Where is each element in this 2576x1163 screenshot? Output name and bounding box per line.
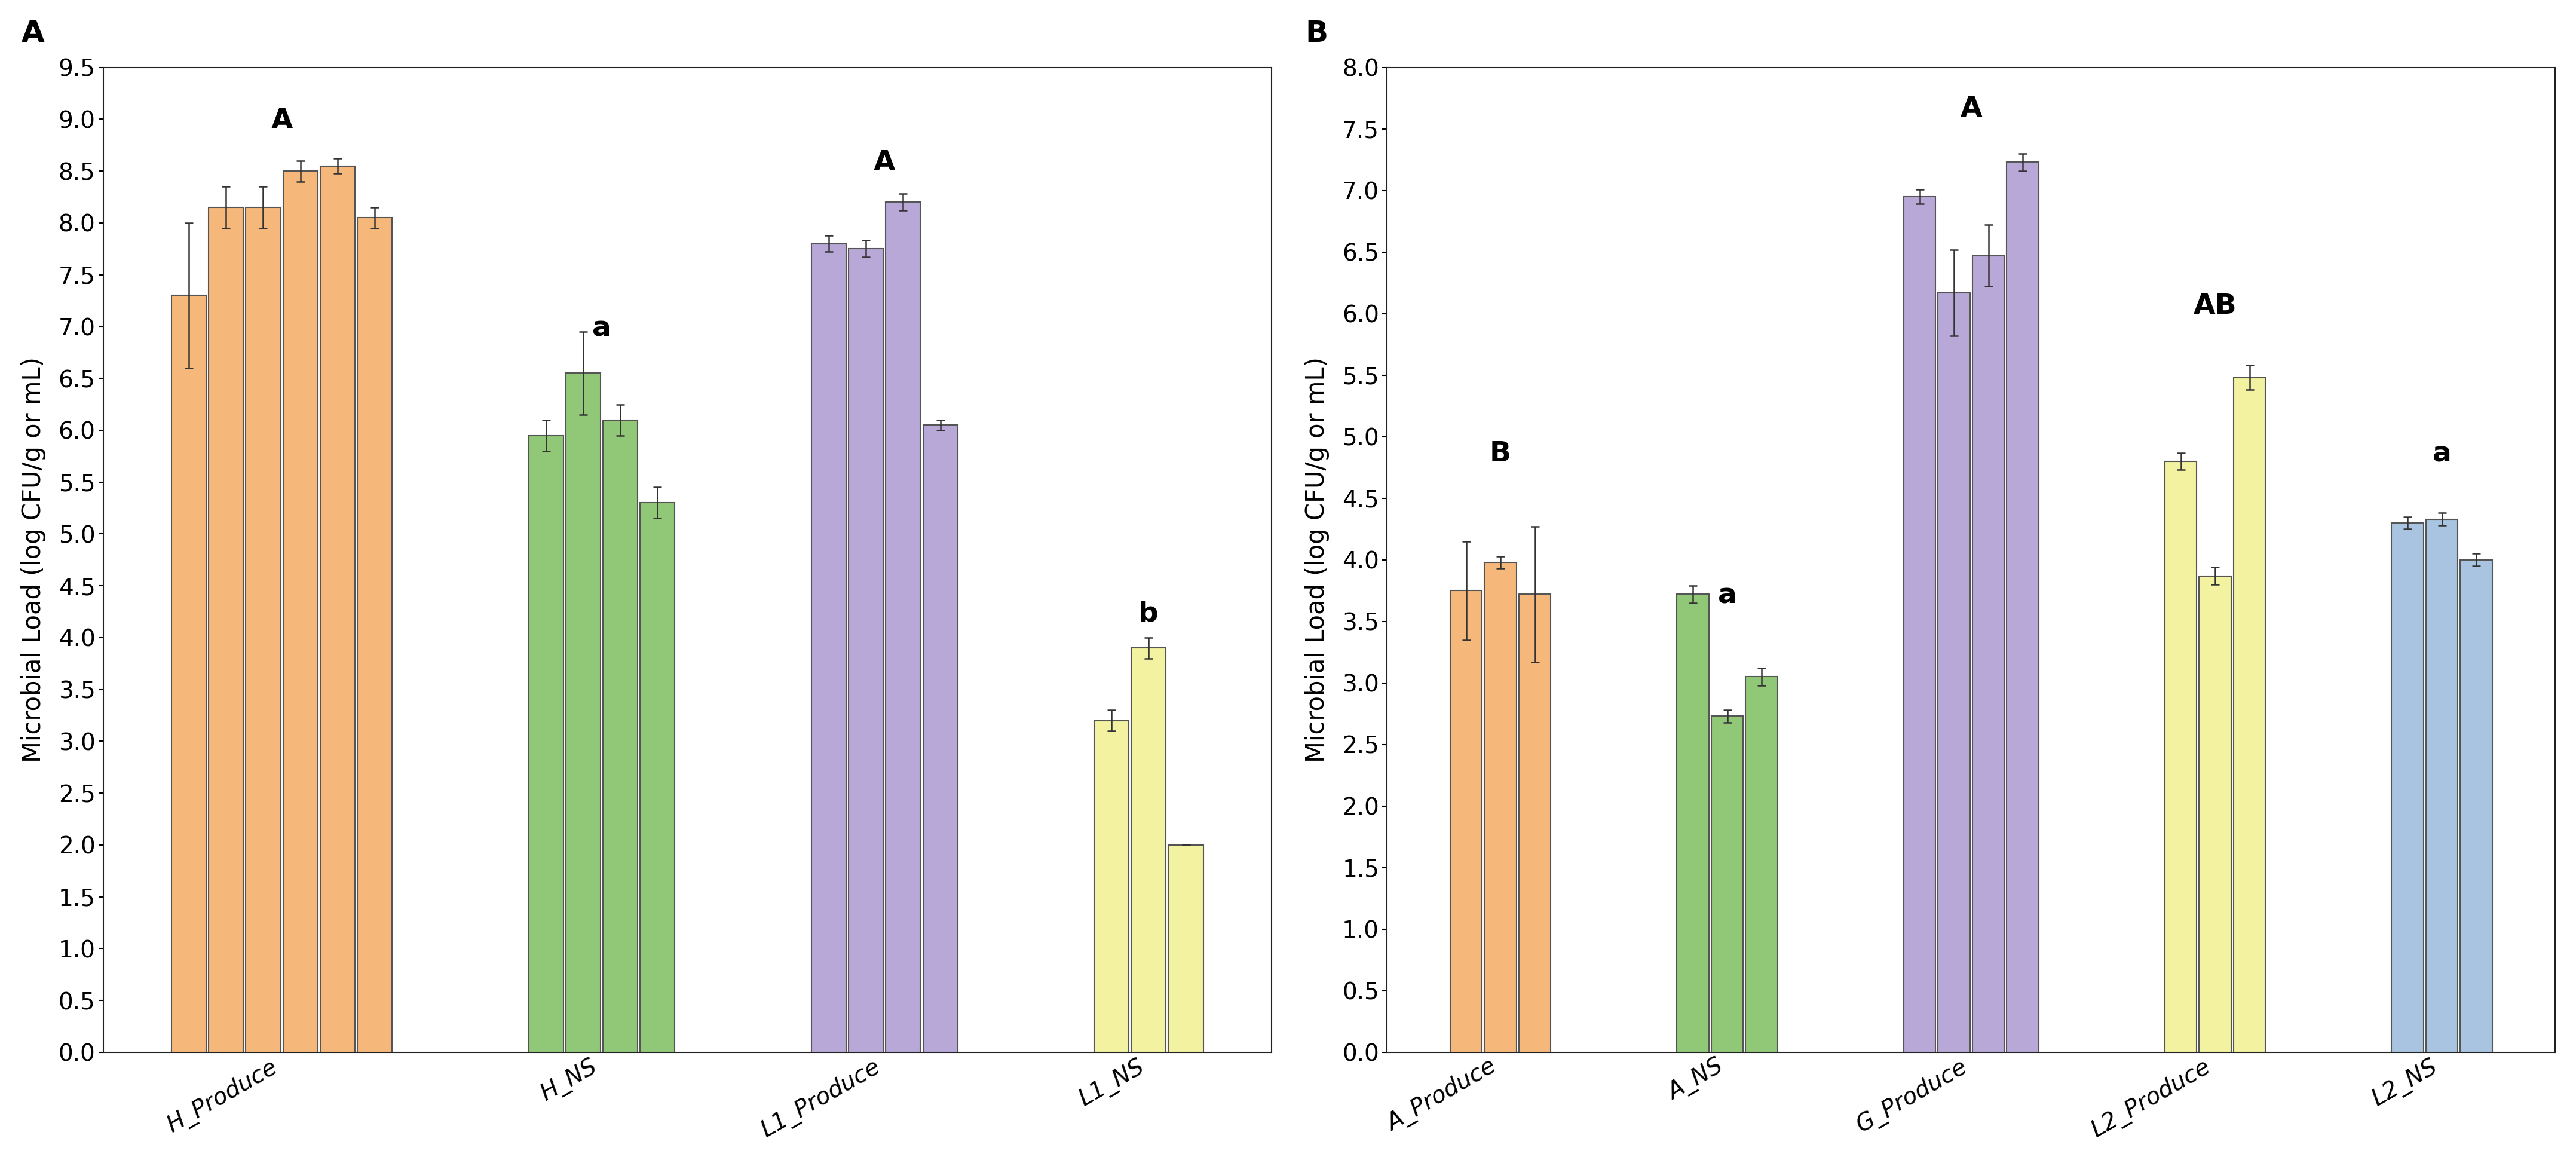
Y-axis label: Microbial Load (log CFU/g or mL): Microbial Load (log CFU/g or mL) [1303,357,1329,763]
Bar [2460,559,2491,1053]
Text: b: b [1139,600,1159,627]
Bar [283,171,317,1053]
Bar [2200,576,2231,1053]
Bar [641,502,675,1053]
Bar [209,207,242,1053]
Bar [567,373,600,1053]
Text: B: B [1489,441,1512,468]
Text: A: A [270,108,294,135]
Bar [2427,519,2458,1053]
Bar [1937,293,1971,1053]
Bar [1710,716,1744,1053]
Y-axis label: Microbial Load (log CFU/g or mL): Microbial Load (log CFU/g or mL) [21,357,46,763]
Text: A: A [873,149,896,177]
Bar [1450,591,1481,1053]
Bar [245,207,281,1053]
Text: A: A [1960,95,1981,123]
Bar [1520,594,1551,1053]
Bar [811,243,845,1053]
Text: a: a [1718,583,1736,609]
Bar [2007,162,2038,1053]
Bar [1095,721,1128,1053]
Bar [1973,256,2004,1053]
Text: AB: AB [2192,293,2236,320]
Bar [2233,378,2264,1053]
Bar [1170,846,1203,1053]
Bar [1677,594,1708,1053]
Bar [1484,562,1517,1053]
Bar [922,424,958,1053]
Bar [173,295,206,1053]
Text: a: a [592,315,611,342]
Bar [1747,677,1777,1053]
Text: a: a [2432,441,2452,468]
Bar [358,217,392,1053]
Bar [848,249,884,1053]
Bar [886,202,920,1053]
Bar [1131,648,1167,1053]
Text: B: B [1306,19,1329,48]
Bar [319,166,355,1053]
Bar [2164,462,2197,1053]
Text: A: A [21,19,44,48]
Bar [528,435,564,1053]
Bar [2391,523,2424,1053]
Bar [603,420,639,1053]
Bar [1904,197,1935,1053]
